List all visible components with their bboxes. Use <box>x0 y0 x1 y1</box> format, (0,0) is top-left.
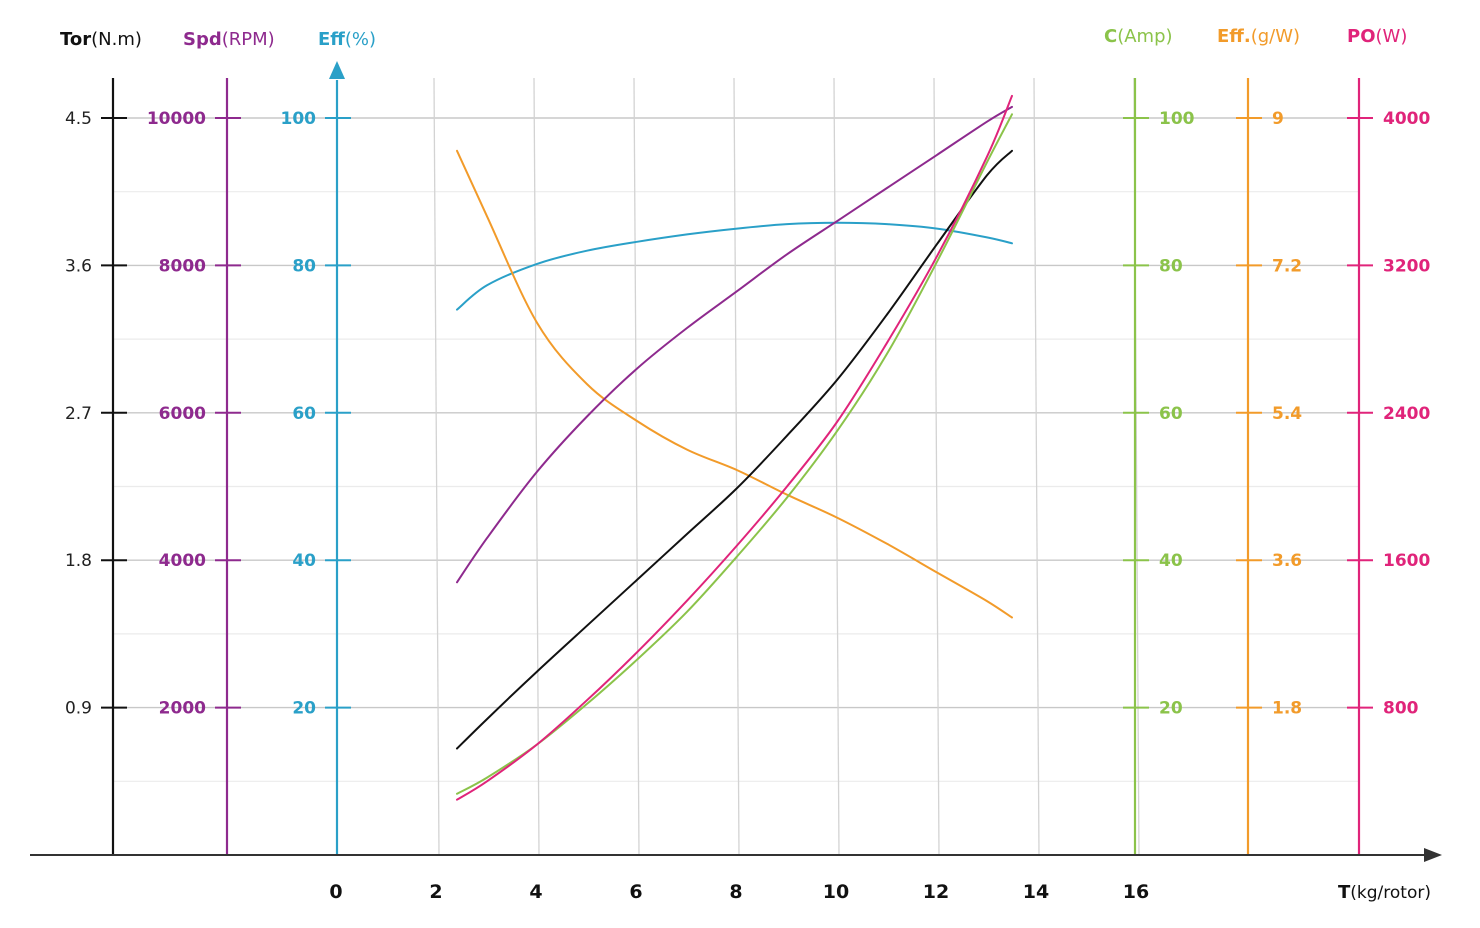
axis-tick-label: 80 <box>1159 256 1183 276</box>
grid-line-vertical <box>733 77 740 856</box>
arrow-up-icon <box>329 61 345 79</box>
axis-name: C <box>1104 26 1117 47</box>
series-line-tor <box>456 149 1013 750</box>
grid-line-vertical <box>533 77 540 856</box>
axis-tick-label: 2000 <box>159 699 206 719</box>
x-tick-label: 2 <box>429 881 442 903</box>
grid-line-vertical <box>433 77 440 856</box>
series-line-spd <box>456 105 1013 584</box>
axis-tick-label: 60 <box>292 404 316 424</box>
x-tick-label: 10 <box>823 881 849 903</box>
x-tick-label: 16 <box>1123 881 1149 903</box>
axis-tick-label: 40 <box>292 551 316 571</box>
axis-tick-label: 1.8 <box>1272 699 1302 719</box>
axis-tick-label: 100 <box>281 109 317 129</box>
axis-tick-label: 3200 <box>1383 256 1430 276</box>
axis-title-cur: C(Amp) <box>1104 26 1173 47</box>
axis-tick-label: 800 <box>1383 699 1419 719</box>
axis-tick-label: 1.8 <box>65 551 92 571</box>
axis-tick-label: 4.5 <box>65 109 92 129</box>
axis-tick-label: 40 <box>1159 551 1183 571</box>
x-tick-label: 8 <box>729 881 742 903</box>
axis-tick-label: 4000 <box>159 551 206 571</box>
axis-tick-label: 10000 <box>147 109 206 129</box>
axis-title-spd: Spd(RPM) <box>183 29 275 50</box>
axis-unit: (RPM) <box>222 29 275 50</box>
axis-unit: (W) <box>1376 26 1408 47</box>
axis-tick-label: 20 <box>1159 699 1183 719</box>
grid-line-vertical <box>933 77 940 856</box>
axis-tick-label: 2.7 <box>65 404 92 424</box>
grid-line-vertical <box>1033 77 1040 856</box>
axis-tick-label: 60 <box>1159 404 1183 424</box>
axis-spd: Spd(RPM) 2000 4000 6000 8000 10000 <box>147 29 275 855</box>
series-line-effg <box>456 149 1013 619</box>
grid-line-vertical <box>833 77 840 856</box>
series-line-eff <box>456 221 1013 311</box>
x-tick-label: 0 <box>329 881 342 903</box>
axis-po: PO(W) 800 1600 2400 3200 4000 <box>1347 26 1430 855</box>
axis-tick-label: 80 <box>292 256 316 276</box>
axis-tick-label: 20 <box>292 699 316 719</box>
axis-tick-label: 0.9 <box>65 699 92 719</box>
axis-tick-label: 4000 <box>1383 109 1430 129</box>
axis-tick-label: 9 <box>1272 109 1284 129</box>
axis-tick-label: 3.6 <box>1272 551 1302 571</box>
grid-line-vertical <box>633 77 640 856</box>
axis-cur: C(Amp) 20 40 60 80 100 <box>1104 26 1195 855</box>
axis-name: PO <box>1347 26 1376 47</box>
axis-effg: Eff.(g/W) 1.8 3.6 5.4 7.2 9 <box>1217 26 1302 855</box>
axis-tor: Tor(N.m) 0.9 1.8 2.7 3.6 4.5 <box>60 29 142 855</box>
axis-unit: (kg/rotor) <box>1350 883 1431 903</box>
arrow-right-icon <box>1424 848 1442 862</box>
axis-unit: (%) <box>345 29 376 50</box>
axis-unit: (Amp) <box>1117 26 1172 47</box>
axis-name: T <box>1338 882 1351 903</box>
axis-eff: Eff(%) 20 40 60 80 100 <box>281 29 376 855</box>
series-line-po <box>456 94 1013 801</box>
axis-title-po: PO(W) <box>1347 26 1407 47</box>
axis-tick-label: 3.6 <box>65 256 92 276</box>
x-tick-label: 12 <box>923 881 949 903</box>
axis-name: Eff. <box>1217 26 1251 47</box>
axis-name: Tor <box>60 29 91 50</box>
axis-unit: (g/W) <box>1251 26 1300 47</box>
axis-tick-label: 8000 <box>159 256 206 276</box>
x-axis: 0 2 4 6 8 10 12 14 16 T(kg/rotor) <box>30 848 1442 903</box>
axis-title-tor: Tor(N.m) <box>60 29 142 50</box>
axis-tick-label: 6000 <box>159 404 206 424</box>
axis-unit: (N.m) <box>91 29 142 50</box>
axis-title-effg: Eff.(g/W) <box>1217 26 1300 47</box>
x-tick-label: 4 <box>529 881 542 903</box>
data-series <box>456 94 1013 801</box>
axis-title-eff: Eff(%) <box>318 29 376 50</box>
axis-tick-label: 100 <box>1159 109 1195 129</box>
axis-tick-label: 2400 <box>1383 404 1430 424</box>
axis-name: Eff <box>318 29 345 50</box>
axis-tick-label: 7.2 <box>1272 256 1302 276</box>
axis-tick-label: 5.4 <box>1272 404 1302 424</box>
x-tick-label: 14 <box>1023 881 1049 903</box>
axis-tick-label: 1600 <box>1383 551 1430 571</box>
x-tick-label: 6 <box>629 881 642 903</box>
value-axes: Tor(N.m) 0.9 1.8 2.7 3.6 4.5 Spd(RPM) 2000 4000 6… <box>60 26 1430 855</box>
grid <box>113 77 1359 856</box>
axis-name: Spd <box>183 29 222 50</box>
x-axis-title: T(kg/rotor) <box>1338 882 1431 903</box>
